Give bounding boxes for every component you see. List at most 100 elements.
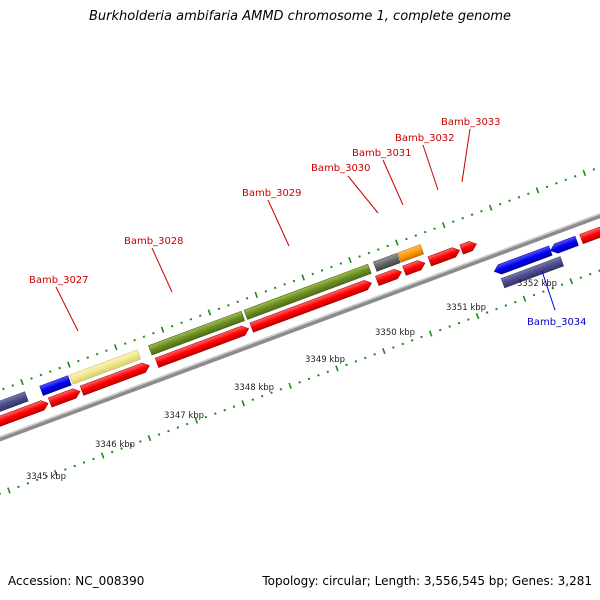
minor-tick (77, 359, 80, 363)
minor-tick (39, 373, 43, 377)
minor-tick (139, 440, 142, 443)
minor-tick (92, 457, 95, 461)
minor-tick (170, 324, 174, 328)
gene-label[interactable]: Bamb_3029 (242, 188, 302, 199)
minor-tick (542, 290, 545, 293)
minor-tick (367, 251, 371, 255)
gene-arrow[interactable] (48, 387, 81, 408)
major-tick (194, 417, 199, 424)
major-tick (582, 169, 587, 177)
minor-tick (0, 492, 2, 496)
minor-tick (498, 202, 502, 206)
minor-tick (133, 338, 136, 342)
minor-tick (330, 265, 333, 269)
major-tick (475, 313, 480, 320)
gene-label[interactable]: Bamb_3027 (29, 275, 89, 286)
major-tick (395, 239, 399, 246)
minor-tick (517, 195, 521, 199)
gene-arrow[interactable] (154, 324, 250, 368)
minor-tick (204, 415, 208, 419)
minor-tick (185, 422, 189, 426)
minor-tick (110, 450, 114, 454)
scale-label: 3347 kbp (164, 411, 204, 421)
minor-tick (30, 377, 33, 380)
minor-tick (573, 175, 577, 178)
gene-label[interactable]: Bamb_3028 (124, 236, 184, 247)
minor-tick (129, 443, 133, 447)
minor-tick (345, 363, 348, 367)
scale-label: 3346 kbp (95, 440, 135, 450)
minor-tick (504, 304, 508, 307)
gene-arrow[interactable] (579, 214, 600, 245)
minor-tick (392, 346, 395, 349)
minor-tick (11, 384, 15, 387)
minor-tick (423, 230, 427, 234)
minor-tick (264, 290, 268, 293)
gene-label[interactable]: Bamb_3032 (395, 133, 455, 144)
minor-tick (279, 387, 283, 391)
minor-tick (157, 433, 161, 436)
major-tick (441, 222, 446, 229)
minor-tick (326, 370, 330, 374)
major-tick (569, 278, 574, 285)
minor-tick (26, 482, 30, 485)
minor-tick (386, 244, 389, 248)
minor-tick (35, 478, 39, 482)
minor-tick (420, 335, 423, 339)
callout-line (422, 144, 439, 191)
minor-tick (45, 475, 48, 478)
gene-arrow[interactable] (427, 246, 461, 267)
minor-tick (82, 461, 86, 464)
minor-tick (467, 318, 470, 321)
gene-arrow[interactable] (375, 267, 403, 286)
gene-feature-yellow[interactable] (69, 349, 141, 385)
major-tick (53, 469, 58, 477)
minor-tick (48, 370, 52, 373)
gene-feature-blue[interactable] (39, 375, 72, 396)
major-tick (100, 452, 105, 459)
minor-tick (236, 300, 240, 304)
minor-tick (564, 178, 568, 182)
minor-tick (579, 276, 583, 279)
gene-arrow[interactable] (493, 245, 553, 276)
gene-arrow[interactable] (459, 239, 478, 255)
major-tick (241, 400, 246, 407)
major-tick (20, 378, 24, 386)
minor-tick (292, 279, 296, 283)
scale-label: 3352 kbp (517, 279, 557, 289)
callout-line (541, 270, 556, 311)
major-tick (7, 487, 11, 494)
accession-text: Accession: NC_008390 (8, 574, 145, 588)
gene-feature-olive[interactable] (148, 310, 246, 356)
gene-label[interactable]: Bamb_3034 (527, 317, 587, 328)
minor-tick (592, 168, 596, 171)
minor-tick (311, 272, 314, 276)
gene-feature-navy[interactable] (0, 391, 29, 433)
minor-tick (377, 248, 380, 251)
callout-line (55, 286, 79, 332)
minor-tick (142, 335, 146, 338)
forward-strand-genes (0, 239, 478, 446)
minor-tick (470, 213, 474, 216)
gene-feature-navy[interactable] (500, 256, 564, 289)
minor-tick (438, 328, 442, 332)
gene-label[interactable]: Bamb_3031 (352, 148, 412, 159)
minor-tick (232, 405, 236, 408)
gene-arrow[interactable] (249, 278, 373, 333)
gene-features-upper (0, 244, 425, 433)
gene-label[interactable]: Bamb_3033 (441, 117, 501, 128)
gene-arrow[interactable] (549, 235, 579, 255)
gene-feature-orange[interactable] (397, 244, 425, 263)
major-tick (113, 344, 118, 351)
minor-tick (176, 426, 180, 429)
minor-tick (358, 255, 361, 258)
gene-feature-gray[interactable] (373, 253, 401, 272)
gene-arrow[interactable] (0, 399, 50, 446)
gene-arrow[interactable] (402, 258, 427, 276)
gene-label[interactable]: Bamb_3030 (311, 163, 371, 174)
major-tick (288, 382, 292, 389)
gene-arrow[interactable] (79, 361, 151, 396)
minor-tick (167, 429, 170, 433)
minor-tick (513, 300, 517, 304)
gene-feature-olive[interactable] (243, 263, 372, 320)
